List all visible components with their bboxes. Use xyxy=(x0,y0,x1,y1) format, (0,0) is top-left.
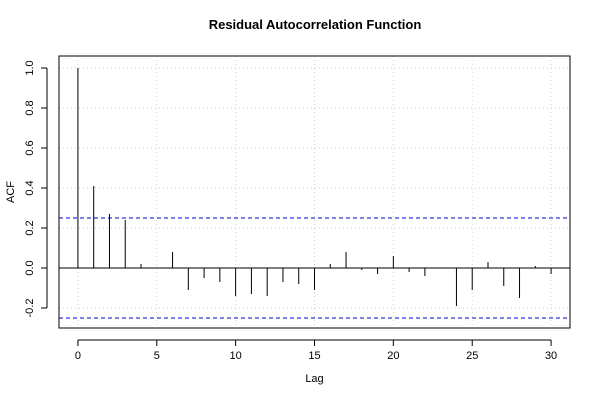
confidence-band xyxy=(59,217,570,319)
x-tick-label: 25 xyxy=(466,350,478,362)
acf-bars xyxy=(59,68,570,306)
y-axis: -0.2 0.0 0.2 0.4 0.6 0.8 1.0 xyxy=(24,60,48,318)
x-axis: 0 5 10 15 20 25 30 xyxy=(75,339,557,362)
chart-title: Residual Autocorrelation Function xyxy=(209,17,422,32)
plot-frame xyxy=(58,55,571,329)
x-tick-label: 15 xyxy=(308,350,320,362)
y-tick-label: -0.2 xyxy=(24,299,36,318)
x-tick-label: 0 xyxy=(75,350,81,362)
y-tick-label: 0.4 xyxy=(24,180,36,195)
y-tick-label: 0.8 xyxy=(24,100,36,115)
y-tick-label: 0.0 xyxy=(24,260,36,275)
x-tick-label: 10 xyxy=(230,350,242,362)
y-axis-label: ACF xyxy=(5,181,17,203)
x-tick-label: 5 xyxy=(154,350,160,362)
y-tick-label: 0.2 xyxy=(24,220,36,235)
y-tick-label: 0.6 xyxy=(24,140,36,155)
x-axis-label: Lag xyxy=(305,373,323,385)
x-tick-label: 20 xyxy=(387,350,399,362)
y-tick-label: 1.0 xyxy=(24,60,36,75)
x-tick-label: 30 xyxy=(545,350,557,362)
